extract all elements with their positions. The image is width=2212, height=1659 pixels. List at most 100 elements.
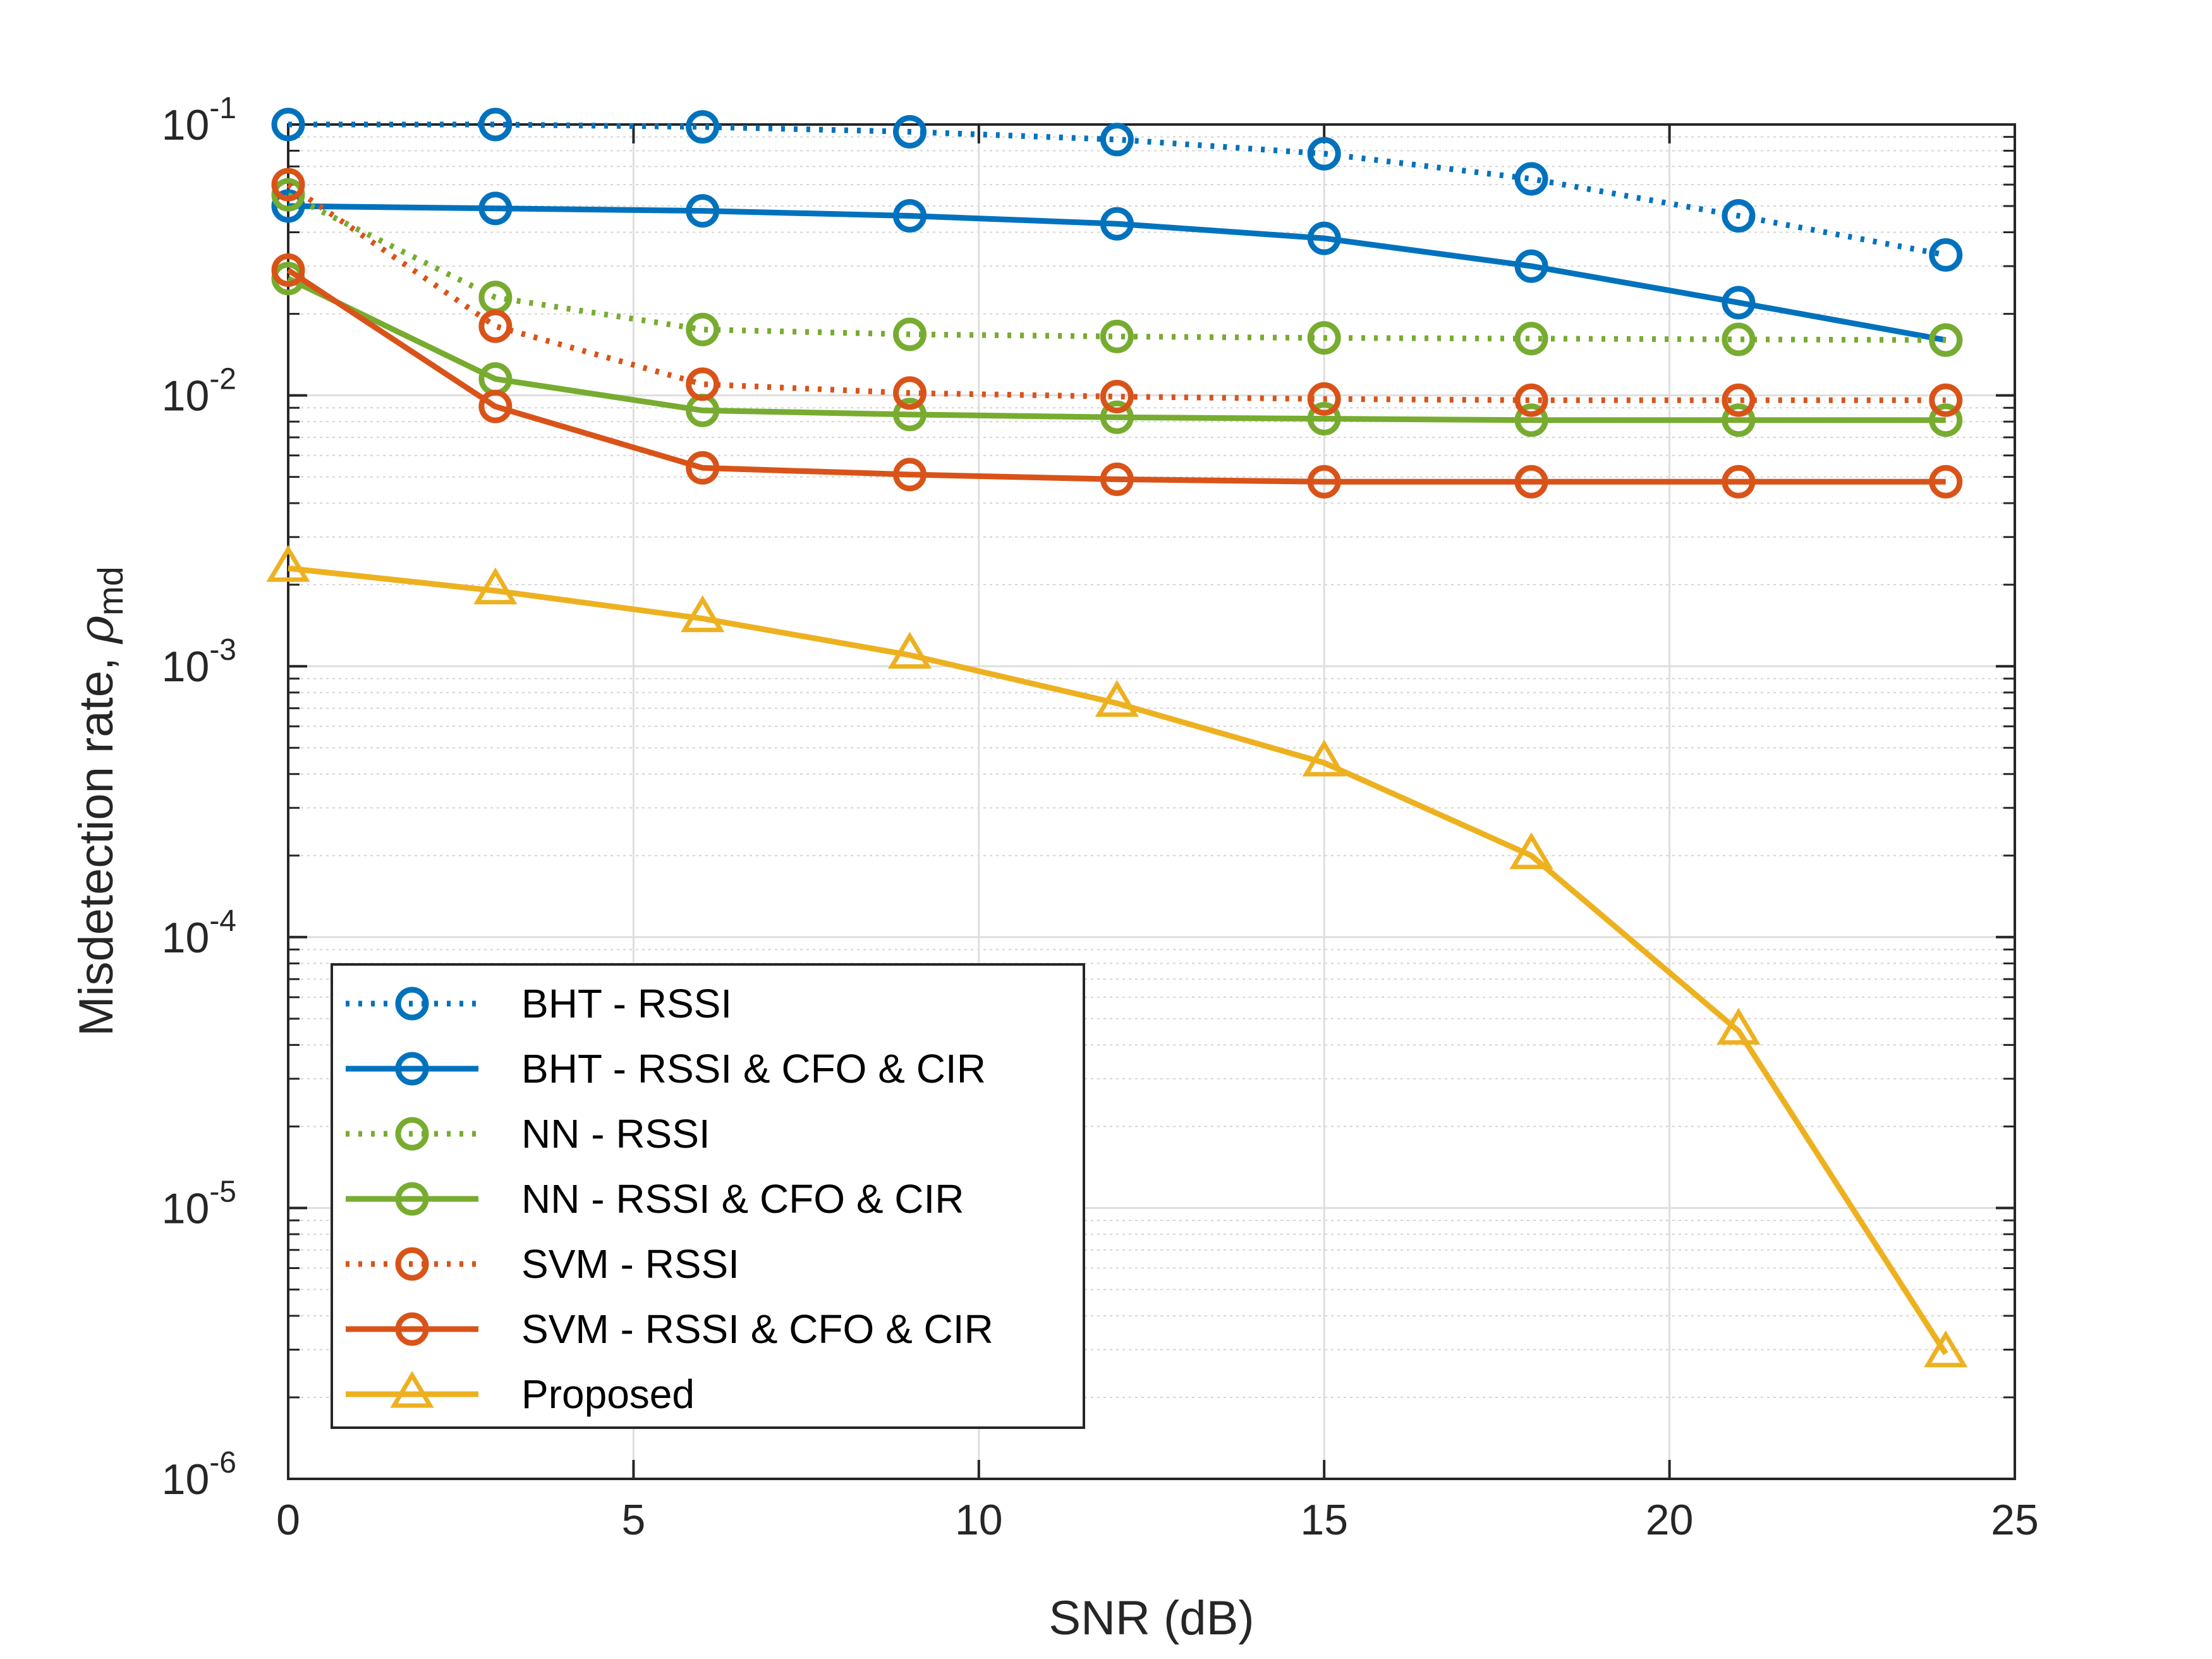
y-tick-base: 10 — [162, 1455, 210, 1504]
data-point — [1100, 123, 1134, 157]
series-line — [287, 276, 1946, 423]
y-axis-label-subscript: md — [90, 566, 130, 616]
data-point — [1514, 162, 1548, 196]
legend-marker — [395, 1182, 429, 1216]
legend-marker — [395, 1312, 429, 1346]
y-tick-label: 10-6 — [162, 1446, 236, 1504]
series-line — [286, 267, 1946, 485]
data-point — [1929, 323, 1963, 357]
x-tick-label: 5 — [621, 1496, 645, 1544]
x-tick-label: 20 — [1646, 1496, 1694, 1544]
legend-label: SVM - RSSI & CFO & CIR — [521, 1306, 994, 1352]
legend-entry: BHT - RSSI & CFO & CIR — [346, 1046, 986, 1091]
series-5 — [271, 253, 1963, 499]
y-axis-label-text: Misdetection rate, — [70, 644, 123, 1036]
data-point — [1929, 383, 1963, 417]
data-point — [1929, 403, 1963, 437]
data-point — [893, 317, 927, 351]
series-line — [288, 565, 1948, 1356]
data-point — [893, 115, 927, 149]
legend-entry: SVM - RSSI & CFO & CIR — [346, 1306, 994, 1352]
y-tick-base: 10 — [162, 914, 210, 962]
y-tick-exponent: -2 — [209, 363, 236, 396]
y-axis-label: Misdetection rate, ρmd — [68, 566, 130, 1036]
data-point — [478, 389, 513, 423]
data-point — [1307, 321, 1341, 355]
data-point — [1100, 462, 1134, 496]
series-6 — [266, 545, 1968, 1368]
data-point — [893, 398, 927, 432]
y-tick-label: 10-5 — [162, 1175, 236, 1232]
data-point — [1307, 221, 1341, 255]
data-point — [686, 110, 720, 144]
y-tick-label: 10-3 — [162, 633, 236, 691]
data-point — [478, 191, 513, 226]
data-point — [686, 367, 720, 401]
axes-frame — [287, 123, 2016, 1480]
data-point — [1717, 1007, 1761, 1045]
data-point — [1722, 199, 1756, 233]
x-tick-label: 10 — [955, 1496, 1003, 1544]
data-point — [271, 167, 305, 202]
data-point — [1307, 402, 1341, 436]
x-tick-labels: 0 5 10 15 20 25 — [276, 1496, 2039, 1544]
series-line — [288, 203, 1947, 343]
data-point — [1929, 238, 1963, 272]
legend-marker — [395, 1117, 429, 1151]
data-point — [1722, 383, 1756, 417]
legend-label: NN - RSSI — [521, 1111, 710, 1157]
data-point — [478, 107, 513, 142]
data-point — [893, 458, 927, 492]
legend-entry: SVM - RSSI — [346, 1241, 739, 1287]
data-point — [1722, 403, 1756, 437]
x-tick-label: 15 — [1300, 1496, 1348, 1544]
data-point — [1924, 1330, 1968, 1368]
series-4 — [271, 167, 1963, 417]
legend-marker — [395, 1247, 429, 1281]
data-point — [1514, 322, 1548, 356]
data-point — [271, 253, 305, 287]
data-point — [1514, 465, 1548, 499]
data-point — [271, 189, 305, 223]
data-point — [1095, 679, 1139, 717]
y-tick-label: 10-1 — [162, 92, 236, 149]
legend-marker — [390, 1371, 434, 1408]
y-tick-base: 10 — [162, 372, 210, 420]
legend-entry: NN - RSSI — [346, 1111, 710, 1157]
data-point — [1514, 403, 1548, 437]
axes-box — [287, 123, 2016, 1480]
data-point — [1307, 382, 1341, 416]
data-point — [686, 312, 720, 346]
series-group — [266, 107, 1968, 1368]
y-tick-exponent: -3 — [209, 633, 236, 667]
data-point — [478, 309, 513, 343]
data-point — [1100, 379, 1134, 413]
data-point — [1307, 137, 1341, 171]
series-0 — [271, 107, 1963, 272]
y-tick-base: 10 — [162, 643, 210, 691]
data-point — [271, 107, 305, 142]
legend-label: NN - RSSI & CFO & CIR — [521, 1176, 964, 1222]
x-axis-label: SNR (dB) — [1048, 1591, 1254, 1645]
y-tick-exponent: -4 — [209, 904, 236, 938]
data-point — [266, 545, 310, 582]
data-point — [1509, 832, 1553, 870]
data-point — [893, 199, 927, 233]
data-point — [1100, 319, 1134, 353]
data-point — [893, 376, 927, 410]
data-point — [1100, 207, 1134, 241]
data-point — [1302, 739, 1346, 777]
data-point — [1722, 322, 1756, 356]
y-tick-exponent: -6 — [209, 1446, 236, 1480]
data-point — [271, 178, 305, 212]
y-tick-exponent: -5 — [209, 1175, 236, 1208]
legend-label: BHT - RSSI & CFO & CIR — [521, 1046, 986, 1091]
data-point — [1929, 465, 1963, 499]
data-point — [1722, 465, 1756, 499]
y-tick-base: 10 — [162, 101, 210, 149]
data-point — [681, 595, 725, 633]
data-point — [473, 567, 518, 605]
legend-label: BHT - RSSI — [521, 981, 732, 1026]
y-tick-exponent: -1 — [209, 92, 236, 125]
